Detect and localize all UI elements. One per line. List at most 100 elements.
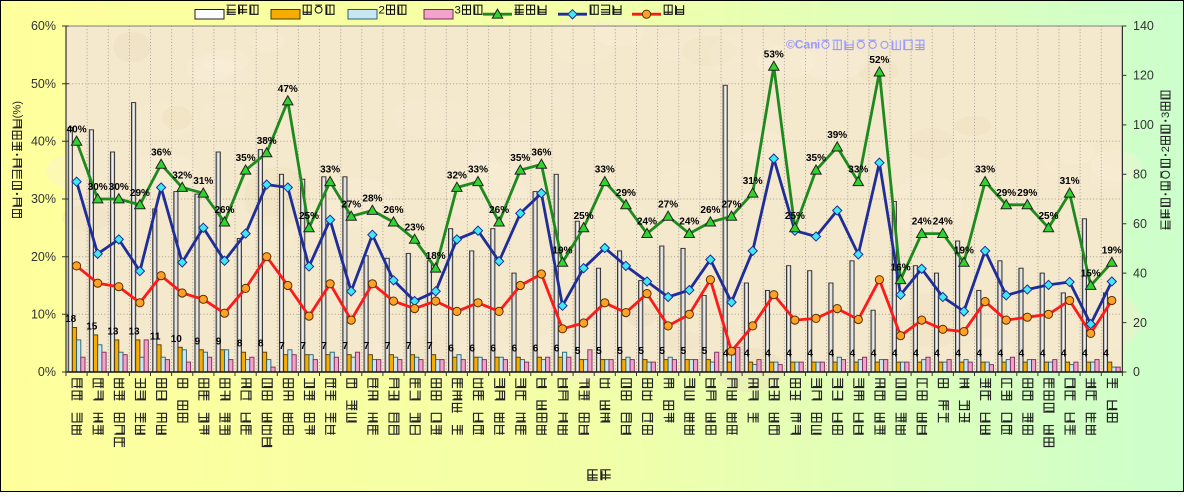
svg-text:24%: 24% — [912, 217, 932, 228]
svg-text:6: 6 — [512, 344, 518, 355]
svg-text:53%: 53% — [764, 49, 784, 60]
svg-text:27%: 27% — [341, 199, 361, 210]
svg-text:6: 6 — [469, 344, 475, 355]
svg-text:47%: 47% — [278, 84, 298, 95]
svg-text:7: 7 — [406, 341, 412, 352]
svg-text:3: 3 — [1160, 112, 1172, 118]
svg-text:30%: 30% — [31, 192, 56, 206]
svg-text:19%: 19% — [1102, 245, 1122, 256]
svg-text:4: 4 — [955, 349, 961, 360]
svg-text:24%: 24% — [679, 217, 699, 228]
svg-text:4: 4 — [765, 349, 771, 360]
svg-text:4: 4 — [744, 349, 750, 360]
svg-text:100: 100 — [1133, 118, 1154, 132]
svg-text:7: 7 — [300, 341, 306, 352]
svg-text:4: 4 — [1040, 349, 1046, 360]
svg-text:4: 4 — [998, 349, 1004, 360]
svg-text:15: 15 — [86, 321, 98, 332]
svg-text:31%: 31% — [1060, 176, 1080, 187]
svg-text:7: 7 — [427, 341, 433, 352]
svg-text:10%: 10% — [31, 308, 56, 322]
svg-text:9: 9 — [216, 336, 222, 347]
svg-text:13: 13 — [128, 326, 140, 337]
svg-text:9: 9 — [195, 336, 201, 347]
svg-text:5: 5 — [702, 346, 708, 357]
svg-text:24%: 24% — [933, 217, 953, 228]
svg-text:0%: 0% — [38, 365, 56, 379]
svg-text:4: 4 — [1019, 349, 1025, 360]
svg-text:8: 8 — [258, 339, 264, 350]
svg-text:29%: 29% — [130, 188, 150, 199]
svg-text:52%: 52% — [869, 55, 889, 66]
svg-text:32%: 32% — [447, 171, 467, 182]
svg-text:40%: 40% — [67, 124, 87, 135]
svg-text:6: 6 — [554, 344, 560, 355]
svg-text:50%: 50% — [31, 77, 56, 91]
svg-text:19%: 19% — [552, 245, 572, 256]
svg-text:36%: 36% — [151, 147, 171, 158]
svg-text:120: 120 — [1133, 69, 1154, 83]
svg-text:7: 7 — [279, 341, 285, 352]
svg-text:0: 0 — [1133, 365, 1140, 379]
svg-text:80: 80 — [1133, 168, 1147, 182]
svg-text:6: 6 — [533, 344, 539, 355]
svg-text:5: 5 — [681, 346, 687, 357]
svg-text:31%: 31% — [743, 176, 763, 187]
svg-text:4: 4 — [892, 349, 898, 360]
svg-text:5: 5 — [638, 346, 644, 357]
svg-text:%: % — [12, 105, 24, 115]
svg-text:35%: 35% — [236, 153, 256, 164]
svg-text:28%: 28% — [362, 194, 382, 205]
svg-text:4: 4 — [829, 349, 835, 360]
svg-text:25%: 25% — [785, 211, 805, 222]
svg-text:33%: 33% — [595, 165, 615, 176]
svg-text:36%: 36% — [531, 147, 551, 158]
svg-text:7: 7 — [385, 341, 391, 352]
svg-text:40%: 40% — [31, 135, 56, 149]
svg-text:30%: 30% — [109, 182, 129, 193]
svg-text:7: 7 — [343, 341, 349, 352]
svg-text:5: 5 — [617, 346, 623, 357]
svg-text:5: 5 — [575, 346, 581, 357]
svg-text:26%: 26% — [383, 205, 403, 216]
svg-text:4: 4 — [934, 349, 940, 360]
svg-text:20: 20 — [1133, 316, 1147, 330]
svg-text:6: 6 — [490, 344, 496, 355]
svg-text:31%: 31% — [193, 176, 213, 187]
svg-text:20%: 20% — [31, 250, 56, 264]
svg-text:2: 2 — [1160, 146, 1172, 152]
svg-text:11: 11 — [150, 331, 161, 342]
svg-text:5: 5 — [596, 346, 602, 357]
svg-text:18: 18 — [65, 314, 77, 325]
svg-text:32%: 32% — [172, 171, 192, 182]
svg-text:15%: 15% — [1081, 269, 1101, 280]
svg-text:26%: 26% — [700, 205, 720, 216]
svg-text:18%: 18% — [426, 251, 446, 262]
svg-text:30%: 30% — [88, 182, 108, 193]
svg-text:38%: 38% — [257, 136, 277, 147]
svg-text:4: 4 — [976, 349, 982, 360]
svg-text:8: 8 — [237, 339, 243, 350]
svg-text:C: C — [795, 38, 804, 52]
svg-text:35%: 35% — [510, 153, 530, 164]
svg-text:n: n — [810, 38, 817, 52]
svg-text:60: 60 — [1133, 217, 1147, 231]
svg-text:16%: 16% — [891, 263, 911, 274]
svg-text:4: 4 — [1061, 349, 1067, 360]
svg-text:33%: 33% — [468, 165, 488, 176]
svg-text:24%: 24% — [637, 217, 657, 228]
svg-text:27%: 27% — [721, 199, 741, 210]
svg-text:35%: 35% — [806, 153, 826, 164]
svg-text:4: 4 — [1082, 349, 1088, 360]
svg-text:60%: 60% — [31, 19, 56, 33]
svg-text:4: 4 — [871, 349, 877, 360]
svg-text:29%: 29% — [996, 188, 1016, 199]
svg-text:26%: 26% — [214, 205, 234, 216]
svg-text:23%: 23% — [405, 222, 425, 233]
svg-text:4: 4 — [1103, 349, 1109, 360]
svg-text:25%: 25% — [574, 211, 594, 222]
svg-text:2: 2 — [379, 4, 385, 16]
svg-text:29%: 29% — [616, 188, 636, 199]
svg-text:26%: 26% — [489, 205, 509, 216]
svg-text:33%: 33% — [320, 165, 340, 176]
